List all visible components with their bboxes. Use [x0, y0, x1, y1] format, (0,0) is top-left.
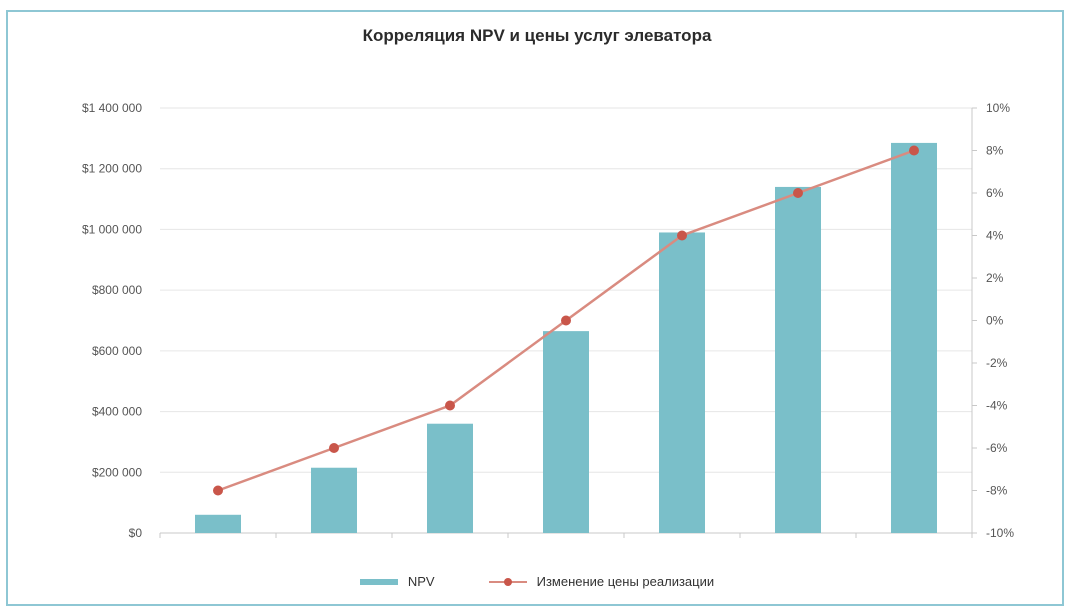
- right-axis-tick-label: -2%: [986, 356, 1008, 370]
- price-change-point: [909, 145, 919, 156]
- price-change-line: [213, 145, 919, 496]
- left-axis-tick-label: $1 000 000: [82, 222, 142, 236]
- right-axis-tick-label: 2%: [986, 271, 1004, 285]
- npv-bar: [659, 232, 705, 533]
- left-axis-tick-label: $600 000: [92, 344, 142, 358]
- npv-bars: [195, 142, 937, 534]
- npv-bar: [195, 514, 241, 533]
- legend-item-npv: NPV: [359, 574, 435, 589]
- right-axis-tick-label: -6%: [986, 441, 1008, 455]
- left-axis-tick-label: $1 400 000: [82, 101, 142, 115]
- right-axis-tick-label: -4%: [986, 399, 1008, 413]
- legend-swatch-npv: [359, 578, 398, 585]
- right-axis-tick-label: 4%: [986, 229, 1004, 243]
- right-axis-tick-label: 0%: [986, 314, 1004, 328]
- left-axis-tick-label: $1 200 000: [82, 162, 142, 176]
- legend-label-npv: NPV: [407, 574, 435, 589]
- chart-title: Корреляция NPV и цены услуг элеватора: [362, 26, 712, 45]
- gridlines: [159, 107, 973, 538]
- left-axis-tick-label: $200 000: [92, 465, 142, 479]
- chart-frame: [6, 10, 1064, 606]
- right-axis-tick-label: 8%: [986, 144, 1004, 158]
- price-change-point: [213, 485, 223, 496]
- right-axis-tick-label: -8%: [986, 484, 1008, 498]
- npv-bar: [311, 467, 357, 533]
- right-axis-tick-label: 6%: [986, 186, 1004, 200]
- right-axis-tick-label: -10%: [986, 526, 1014, 540]
- left-axis-ticks: $0 $200 000 $400 000 $600 000 $800 000 $1 000…: [82, 101, 142, 540]
- legend: NPV Изменение цены реализации: [0, 574, 1074, 589]
- right-axis-ticks: -10% -8% -6% -4% -2% 0% 2% 4% 6% 8% 10%: [972, 101, 1014, 540]
- left-axis-tick-label: $0: [129, 526, 143, 540]
- legend-label-price-change: Изменение цены реализации: [536, 574, 715, 589]
- npv-bar: [427, 423, 473, 533]
- left-axis-tick-label: $800 000: [92, 283, 142, 297]
- npv-bar: [543, 331, 589, 533]
- left-axis-tick-label: $400 000: [92, 405, 142, 419]
- price-change-point: [677, 230, 687, 241]
- npv-bar: [891, 142, 937, 534]
- price-change-point: [561, 315, 571, 326]
- price-change-point: [329, 443, 339, 453]
- legend-item-price-change: Изменение цены реализации: [488, 574, 715, 589]
- npv-bar: [775, 186, 821, 533]
- price-change-point: [445, 400, 455, 411]
- right-axis-tick-label: 10%: [986, 101, 1010, 115]
- legend-swatch-price-change: [488, 577, 527, 586]
- price-change-point: [793, 188, 803, 198]
